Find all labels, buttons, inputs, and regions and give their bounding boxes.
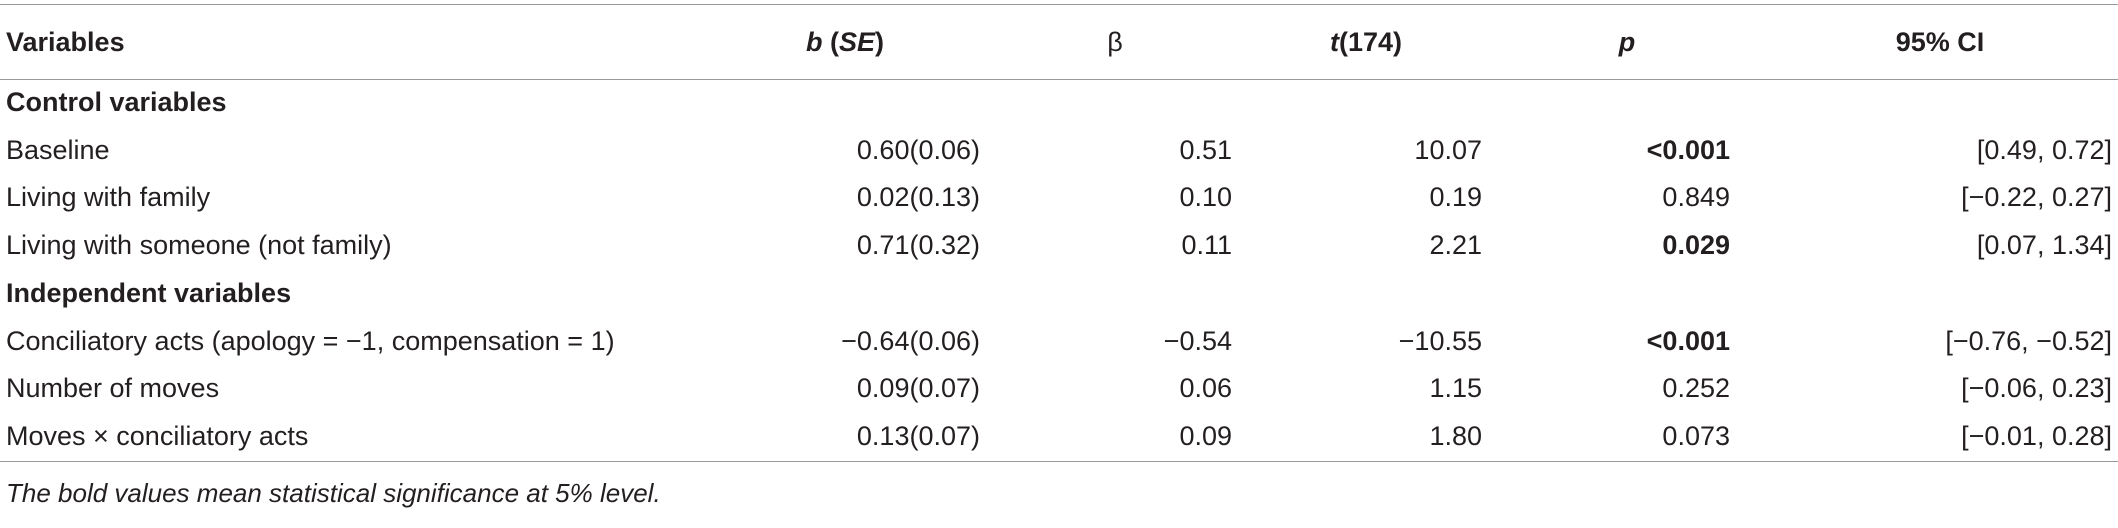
cell-variable: Number of moves [6,373,220,404]
cell-t: 1.15 [1429,373,1482,404]
table-row: Living with family 0.02(0.13) 0.10 0.19 … [0,174,2118,222]
cell-p: 0.029 [1662,230,1730,261]
cell-beta: 0.51 [1179,134,1232,165]
section-title: Independent variables [6,277,292,308]
cell-beta: 0.11 [1181,230,1232,261]
header-b-se: b (SE) [700,5,990,79]
cell-b-se: 0.71(0.32) [856,230,980,261]
table-row: Baseline 0.60(0.06) 0.51 10.07 <0.001 [0… [0,127,2118,175]
cell-p: <0.001 [1646,134,1730,165]
cell-b-se: 0.13(0.07) [856,420,980,451]
cell-p: 0.252 [1662,373,1730,404]
cell-ci: [−0.01, 0.28] [1961,420,2112,451]
header-b-paren-close: ) [875,27,885,57]
table-body: Control variables Baseline 0.60(0.06) 0.… [0,79,2118,461]
cell-variable: Living with family [6,182,211,213]
header-variables: Variables [6,27,125,57]
cell-beta: 0.09 [1179,420,1232,451]
header-b-symbol: b [805,27,823,57]
cell-p: 0.073 [1662,420,1730,451]
cell-t: 10.07 [1414,134,1482,165]
cell-ci: [−0.06, 0.23] [1961,373,2112,404]
cell-ci: [0.49, 0.72] [1976,134,2112,165]
table-row: Conciliatory acts (apology = −1, compens… [0,318,2118,366]
cell-beta: 0.10 [1179,182,1232,213]
section-row-independent: Independent variables [0,270,2118,318]
cell-t: −10.55 [1398,325,1482,356]
cell-b-se: 0.02(0.13) [856,182,980,213]
cell-t: 2.21 [1429,230,1482,261]
table-footnote: The bold values mean statistical signifi… [6,478,661,508]
cell-ci: [−0.76, −0.52] [1945,325,2112,356]
cell-beta: −0.54 [1163,325,1232,356]
cell-p: 0.849 [1662,182,1730,213]
cell-p: <0.001 [1646,325,1730,356]
regression-table: Variables b (SE) β t(174) p 95% CI Contr… [0,5,2118,461]
header-t-symbol: t [1329,27,1339,57]
header-se-symbol: SE [838,27,876,57]
cell-t: 0.19 [1429,182,1482,213]
cell-beta: 0.06 [1179,373,1232,404]
table-row: Living with someone (not family) 0.71(0.… [0,222,2118,270]
header-beta: β [1107,27,1123,57]
cell-variable: Baseline [6,134,110,165]
section-title: Control variables [6,87,227,117]
cell-ci: [0.07, 1.34] [1976,230,2112,261]
cell-variable: Moves × conciliatory acts [6,420,309,451]
table-header: Variables b (SE) β t(174) p 95% CI [0,5,2118,79]
table-header-rule [0,79,2118,80]
header-p: p [1618,27,1636,57]
header-t-df: (174) [1338,27,1403,57]
table-top-rule [0,4,2118,5]
table-row: Number of moves 0.09(0.07) 0.06 1.15 0.2… [0,365,2118,413]
cell-variable: Living with someone (not family) [6,230,392,261]
cell-b-se: 0.09(0.07) [856,373,980,404]
cell-t: 1.80 [1429,420,1482,451]
header-row: Variables b (SE) β t(174) p 95% CI [0,5,2118,79]
cell-b-se: 0.60(0.06) [856,134,980,165]
section-row-control: Control variables [0,79,2118,127]
table-bottom-rule [0,461,2118,462]
cell-variable: Conciliatory acts (apology = −1, compens… [6,325,615,356]
header-t: t(174) [1240,5,1492,79]
cell-b-se: −0.64(0.06) [841,325,980,356]
cell-ci: [−0.22, 0.27] [1961,182,2112,213]
header-ci: 95% CI [1895,27,1985,57]
table-row: Moves × conciliatory acts 0.13(0.07) 0.0… [0,413,2118,461]
header-b-paren-open: ( [822,27,839,57]
